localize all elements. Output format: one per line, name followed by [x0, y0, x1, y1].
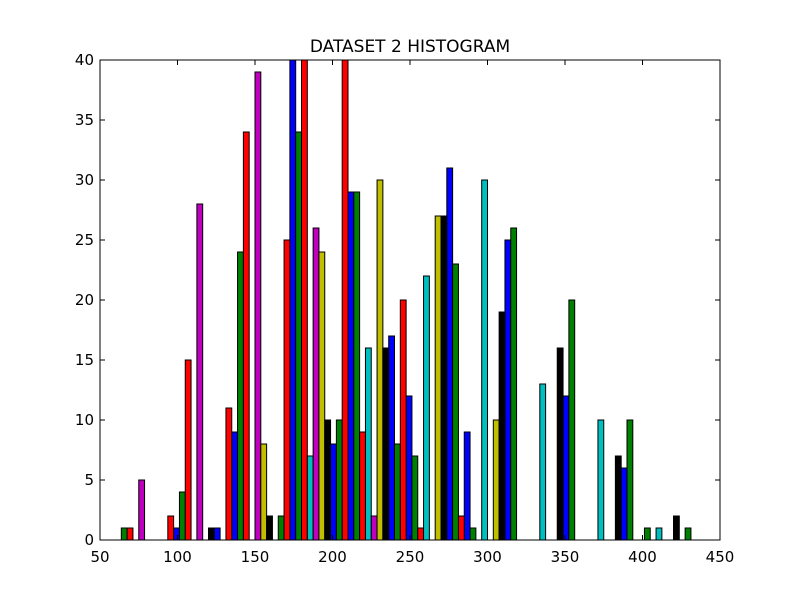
histogram-bar: [330, 443, 337, 541]
histogram-bar: [382, 347, 390, 541]
histogram-bar: [318, 251, 326, 541]
histogram-bar: [411, 455, 419, 541]
histogram-bar: [457, 515, 465, 541]
plot-frame: [99, 59, 721, 541]
histogram-bar: [237, 251, 244, 541]
histogram-bar: [446, 167, 454, 541]
histogram-bar: [510, 227, 518, 541]
histogram-bar: [388, 335, 396, 541]
x-tick-label: 50: [90, 548, 109, 566]
histogram-bar: [225, 407, 233, 541]
histogram-bar: [266, 515, 273, 541]
histogram-bar: [620, 467, 628, 541]
y-tick-label: 0: [84, 531, 94, 549]
histogram-bar: [359, 431, 366, 541]
histogram-bar: [120, 527, 128, 541]
x-tick-label: 450: [706, 548, 735, 566]
histogram-bar: [347, 191, 355, 541]
histogram-bar: [556, 347, 564, 541]
histogram-bar: [126, 527, 134, 541]
histogram-bar: [213, 527, 221, 541]
histogram-bar: [178, 491, 186, 541]
histogram-bar: [568, 299, 576, 541]
histogram-bar: [167, 515, 175, 541]
y-tick-label: 10: [75, 411, 94, 429]
histogram-bar: [196, 203, 204, 541]
histogram-bar: [562, 395, 570, 541]
histogram-bar: [440, 215, 448, 541]
histogram-bar: [597, 419, 605, 541]
histogram-bar: [684, 527, 692, 541]
histogram-bar: [312, 227, 320, 541]
histogram-bar: [394, 443, 401, 541]
y-tick-label: 35: [75, 111, 94, 129]
histogram-bar: [673, 515, 680, 541]
histogram-bar: [405, 395, 413, 541]
histogram-bar: [341, 59, 349, 541]
y-tick-label: 25: [75, 231, 94, 249]
x-tick-label: 100: [163, 548, 192, 566]
histogram-bar: [254, 71, 262, 541]
histogram-bar: [364, 347, 372, 541]
histogram-bar: [655, 527, 663, 541]
histogram-bar: [498, 311, 506, 541]
histogram-bar: [434, 215, 442, 541]
x-tick-label: 200: [318, 548, 347, 566]
histogram-bar: [295, 131, 303, 541]
histogram-bar: [260, 443, 268, 541]
histogram-bar: [289, 59, 297, 541]
y-tick-label: 20: [75, 291, 94, 309]
y-tick-label: 30: [75, 171, 94, 189]
histogram-bar: [463, 431, 471, 541]
histogram-bar: [277, 515, 285, 541]
histogram-bar: [184, 359, 192, 541]
histogram-bar: [370, 515, 378, 541]
histogram-bar: [208, 527, 215, 541]
histogram-bar: [417, 527, 425, 541]
histogram-bar: [353, 191, 361, 541]
histogram-bar: [614, 455, 622, 541]
histogram-bar: [399, 299, 407, 541]
y-tick-label: 15: [75, 351, 94, 369]
y-tick-label: 40: [75, 51, 94, 69]
histogram-bar: [301, 59, 308, 541]
histogram-bar: [469, 527, 477, 541]
histogram-bar: [335, 419, 343, 541]
x-tick-label: 150: [241, 548, 270, 566]
histogram-bar: [492, 419, 500, 541]
x-tick-label: 300: [473, 548, 502, 566]
histogram-bar: [452, 263, 459, 541]
x-tick-label: 400: [628, 548, 657, 566]
histogram-bar: [306, 455, 314, 541]
histogram-bar: [539, 383, 547, 541]
histogram-bar: [283, 239, 291, 541]
chart-title: DATASET 2 HISTOGRAM: [310, 37, 510, 57]
histogram-bar: [504, 239, 512, 541]
histogram-bar: [481, 179, 489, 541]
histogram-bar: [324, 419, 332, 541]
histogram-bar: [423, 275, 430, 541]
histogram-bar: [242, 131, 250, 541]
histogram-bar: [376, 179, 384, 541]
y-tick-label: 5: [84, 471, 94, 489]
histogram-bar: [643, 527, 651, 541]
x-tick-label: 250: [396, 548, 425, 566]
x-tick-label: 350: [551, 548, 580, 566]
histogram-bar: [626, 419, 634, 541]
histogram-bar: [138, 479, 146, 541]
histogram-bar: [231, 431, 239, 541]
histogram-bar: [173, 527, 180, 541]
